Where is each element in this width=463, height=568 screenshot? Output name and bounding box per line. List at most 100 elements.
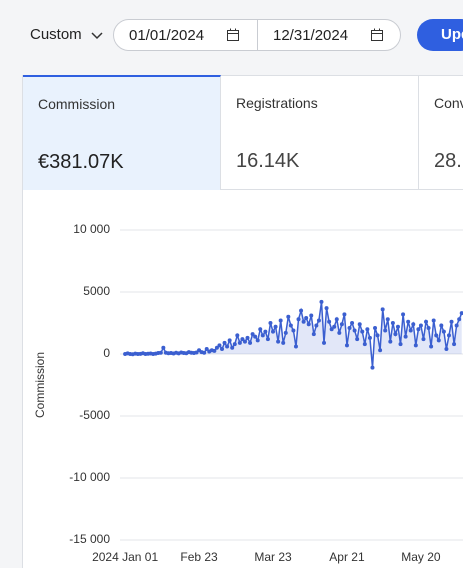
point [242,339,247,344]
point [406,319,411,324]
point [403,334,408,339]
point [212,348,217,353]
point [383,328,388,333]
point [408,328,413,333]
point [355,337,360,342]
start-date[interactable]: 01/01/2024 [113,19,258,51]
point [398,342,403,347]
tab-label: Registrations [236,95,318,111]
point [217,343,222,348]
update-button[interactable]: Upd [417,19,463,51]
x-tick-label: Mar 23 [254,550,292,564]
point [324,306,329,311]
x-tick-label: Apr 21 [329,550,365,564]
point [260,333,265,338]
point [227,338,232,343]
point [230,345,235,350]
end-date[interactable]: 12/31/2024 [257,19,401,51]
point [434,333,439,338]
point [291,328,296,333]
point [344,343,349,348]
tab-value: 16.14K [236,150,300,172]
point [306,322,311,327]
point [362,342,367,347]
end-date-text: 12/31/2024 [273,27,349,44]
point [380,307,385,312]
point [202,350,207,355]
point [360,329,365,334]
calendar-icon [227,28,239,41]
point [240,337,245,342]
point [268,321,273,325]
point [334,317,339,322]
point [342,312,347,317]
point [385,317,390,322]
point [395,324,400,329]
tab[interactable]: Conv 28. [419,76,463,189]
point [452,342,457,347]
point [390,321,395,325]
point [439,323,444,328]
point [426,325,431,330]
tab-label: Conv [434,95,463,111]
start-date-text: 01/01/2024 [129,27,205,44]
point [332,324,337,329]
tab[interactable]: Registrations 16.14K [221,76,419,189]
point [411,322,416,327]
point [304,316,309,321]
point [329,327,334,332]
point [319,299,324,304]
point [158,350,163,355]
point [370,365,375,370]
point [311,332,316,337]
y-tick-label: -15 000 [69,532,110,546]
point [424,319,429,324]
point [288,323,293,328]
x-tick-label: May 20 [401,550,441,564]
point [281,340,286,345]
tab[interactable]: Commission €381.07K [23,75,221,190]
y-axis-title: Commission [33,352,47,418]
point [283,330,288,335]
x-tick-label: 2024 Jan 01 [92,550,158,564]
point [350,321,355,325]
point [245,335,250,340]
y-tick-label: -5000 [79,408,110,422]
point [299,308,304,313]
point [278,318,283,323]
point [265,337,270,342]
point [255,338,260,343]
point [357,322,362,327]
toolbar: Custom 01/01/2024 12/31/2024 Upd [0,0,463,70]
period-select[interactable]: Custom [30,26,82,43]
point [248,340,253,345]
point [322,340,327,345]
point [367,335,372,340]
point [444,347,449,352]
point [314,323,319,328]
point [327,319,332,324]
point [378,348,383,353]
point [388,339,393,344]
point [316,318,321,323]
point [271,329,276,334]
point [416,327,421,332]
calendar-icon [371,28,383,41]
point [337,330,342,335]
point [276,339,281,344]
point [237,340,242,345]
point [225,344,230,349]
point [339,322,344,327]
point [393,332,398,337]
point [421,337,426,342]
tab-value: 28. [434,150,462,172]
point [375,333,380,338]
point [235,333,240,338]
point [220,347,225,352]
point [347,325,352,330]
point [258,327,263,332]
point [161,345,166,350]
point [441,329,446,334]
tab-label: Commission [38,96,116,112]
